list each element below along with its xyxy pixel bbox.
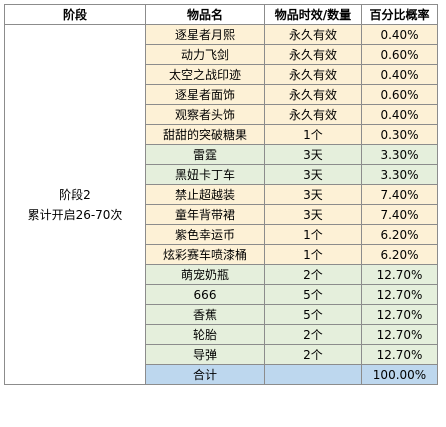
table-row: 动力飞剑 永久有效 0.60% xyxy=(5,44,438,65)
percent-cell: 6.20% xyxy=(361,224,438,245)
table-row: 萌宠奶瓶 2个 12.70% xyxy=(5,264,438,285)
percent-cell: 12.70% xyxy=(361,344,438,365)
table-row: 黑妞卡丁车 3天 3.30% xyxy=(5,164,438,185)
duration-cell: 永久有效 xyxy=(264,64,362,85)
item-name-cell: 逐星者面饰 xyxy=(145,84,265,105)
duration-cell: 2个 xyxy=(264,324,362,345)
total-row: 合计 100.00% xyxy=(5,364,438,385)
duration-cell: 3天 xyxy=(264,144,362,165)
duration-cell: 2个 xyxy=(264,344,362,365)
item-name-cell: 禁止超越装 xyxy=(145,184,265,205)
item-name-cell: 动力飞剑 xyxy=(145,44,265,65)
duration-cell: 1个 xyxy=(264,224,362,245)
duration-cell: 永久有效 xyxy=(264,44,362,65)
stage-name: 阶段2 xyxy=(59,187,91,202)
duration-cell: 5个 xyxy=(264,304,362,325)
item-name-cell: 童年背带裙 xyxy=(145,204,265,225)
table-row: 童年背带裙 3天 7.40% xyxy=(5,204,438,225)
total-label-cell: 合计 xyxy=(145,364,265,385)
duration-cell: 3天 xyxy=(264,184,362,205)
duration-cell: 1个 xyxy=(264,244,362,265)
stage-range: 累计开启26-70次 xyxy=(27,207,123,222)
duration-cell: 1个 xyxy=(264,124,362,145)
table-row: 观察者头饰 永久有效 0.40% xyxy=(5,104,438,125)
table-row: 轮胎 2个 12.70% xyxy=(5,324,438,345)
header-duration-quantity: 物品时效/数量 xyxy=(264,4,362,25)
percent-cell: 12.70% xyxy=(361,284,438,305)
table-row: 香蕉 5个 12.70% xyxy=(5,304,438,325)
percent-cell: 12.70% xyxy=(361,264,438,285)
duration-cell: 3天 xyxy=(264,164,362,185)
table-row: 甜甜的突破糖果 1个 0.30% xyxy=(5,124,438,145)
duration-cell: 永久有效 xyxy=(264,84,362,105)
percent-cell: 0.40% xyxy=(361,24,438,45)
percent-cell: 0.40% xyxy=(361,104,438,125)
table-row: 太空之战印迹 永久有效 0.40% xyxy=(5,64,438,85)
header-item-name: 物品名 xyxy=(145,4,265,25)
item-name-cell: 666 xyxy=(145,284,265,305)
table-row: 紫色幸运币 1个 6.20% xyxy=(5,224,438,245)
stage-cell: 阶段2 累计开启26-70次 xyxy=(4,24,146,385)
percent-cell: 3.30% xyxy=(361,164,438,185)
header-percent-probability: 百分比概率 xyxy=(361,4,438,25)
percent-cell: 0.60% xyxy=(361,44,438,65)
item-name-cell: 黑妞卡丁车 xyxy=(145,164,265,185)
duration-cell: 3天 xyxy=(264,204,362,225)
percent-cell: 7.40% xyxy=(361,204,438,225)
percent-cell: 6.20% xyxy=(361,244,438,265)
item-name-cell: 雷霆 xyxy=(145,144,265,165)
table-row: 666 5个 12.70% xyxy=(5,284,438,305)
total-percent-cell: 100.00% xyxy=(361,364,438,385)
total-duration-cell xyxy=(264,364,362,385)
percent-cell: 3.30% xyxy=(361,144,438,165)
percent-cell: 0.40% xyxy=(361,64,438,85)
table-body: 阶段2 累计开启26-70次 逐星者月熙 永久有效 0.40% 动力飞剑 永久有效 0.60%… xyxy=(4,24,438,385)
duration-cell: 永久有效 xyxy=(264,24,362,45)
item-name-cell: 香蕉 xyxy=(145,304,265,325)
percent-cell: 12.70% xyxy=(361,324,438,345)
item-name-cell: 轮胎 xyxy=(145,324,265,345)
table-row: 阶段2 累计开启26-70次 逐星者月熙 永久有效 0.40% xyxy=(4,24,438,385)
percent-cell: 0.60% xyxy=(361,84,438,105)
item-name-cell: 逐星者月熙 xyxy=(145,24,265,45)
item-name-cell: 紫色幸运币 xyxy=(145,224,265,245)
item-name-cell: 萌宠奶瓶 xyxy=(145,264,265,285)
probability-table-container: 阶段 物品名 物品时效/数量 百分比概率 阶段2 累计开启26-70次 逐星者月熙永… xyxy=(4,4,438,385)
item-name-cell: 炫彩赛车喷漆桶 xyxy=(145,244,265,265)
percent-cell: 7.40% xyxy=(361,184,438,205)
table-row: 炫彩赛车喷漆桶 1个 6.20% xyxy=(5,244,438,265)
item-name-cell: 导弹 xyxy=(145,344,265,365)
table-row: 雷霆 3天 3.30% xyxy=(5,144,438,165)
header-row: 阶段 物品名 物品时效/数量 百分比概率 xyxy=(4,4,438,25)
header-stage: 阶段 xyxy=(4,4,146,25)
percent-cell: 12.70% xyxy=(361,304,438,325)
table-row: 禁止超越装 3天 7.40% xyxy=(5,184,438,205)
item-name-cell: 甜甜的突破糖果 xyxy=(145,124,265,145)
item-name-cell: 太空之战印迹 xyxy=(145,64,265,85)
duration-cell: 2个 xyxy=(264,264,362,285)
percent-cell: 0.30% xyxy=(361,124,438,145)
item-name-cell: 观察者头饰 xyxy=(145,104,265,125)
duration-cell: 5个 xyxy=(264,284,362,305)
duration-cell: 永久有效 xyxy=(264,104,362,125)
probability-table: 阶段 物品名 物品时效/数量 百分比概率 阶段2 累计开启26-70次 逐星者月熙永… xyxy=(4,4,438,385)
